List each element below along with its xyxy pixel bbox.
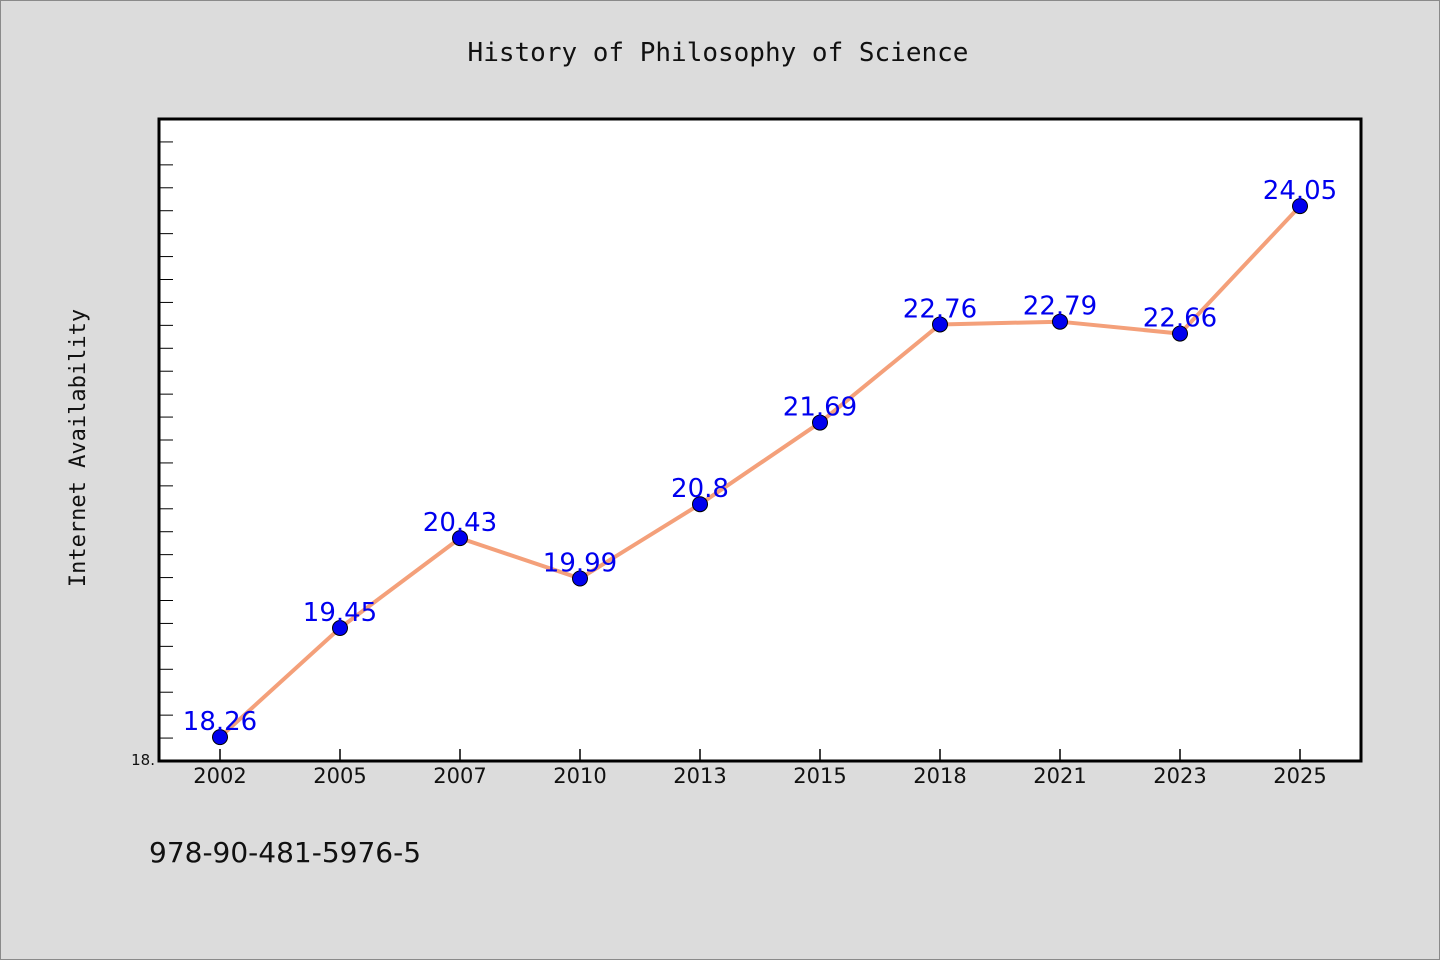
x-tick-label: 2023 — [1153, 764, 1206, 788]
plot-area — [157, 117, 1363, 763]
data-point — [932, 316, 948, 333]
data-point — [692, 496, 708, 513]
x-tick-label: 2010 — [553, 764, 606, 788]
series-polyline — [218, 204, 1302, 739]
data-label: 20.43 — [423, 508, 497, 538]
data-label: 20.8 — [671, 474, 729, 504]
data-point — [1052, 313, 1068, 330]
data-label: 18.26 — [183, 707, 257, 737]
x-tick-label: 2018 — [913, 764, 966, 788]
data-point — [572, 570, 588, 587]
data-label: 22.76 — [903, 294, 977, 324]
data-point — [1292, 198, 1308, 215]
y-tick-label: 18. — [131, 751, 155, 769]
y-axis-ticks — [159, 118, 173, 762]
x-axis-tick-labels: 2002 2005 2007 2010 2013 2015 2018 2021 2023 2025 — [193, 764, 1326, 788]
data-point — [812, 414, 828, 431]
series-markers — [212, 198, 1308, 746]
data-label: 21.69 — [783, 393, 857, 423]
x-tick-label: 2013 — [673, 764, 726, 788]
x-tick-label: 2015 — [793, 764, 846, 788]
x-tick-label: 2007 — [433, 764, 486, 788]
chart-title: History of Philosophy of Science — [468, 38, 969, 68]
data-label: 19.45 — [303, 598, 377, 628]
series-line — [218, 204, 1302, 739]
x-tick-label: 2005 — [313, 764, 366, 788]
y-axis-label: Internet Availability — [66, 309, 91, 587]
x-tick-label: 2002 — [193, 764, 246, 788]
x-tick-label: 2021 — [1033, 764, 1086, 788]
x-axis-ticks — [219, 749, 1301, 761]
data-label: 19.99 — [543, 548, 617, 578]
data-label: 22.66 — [1143, 304, 1217, 334]
data-point — [332, 620, 348, 637]
x-tick-label: 2025 — [1273, 764, 1326, 788]
data-point — [452, 530, 468, 547]
data-point — [212, 729, 228, 746]
isbn-text: 978-90-481-5976-5 — [149, 836, 421, 869]
data-point — [1172, 325, 1188, 342]
data-labels: 18.26 19.45 20.43 19.99 20.8 21.69 22.76 22.79 2… — [183, 176, 1337, 737]
data-label: 24.05 — [1263, 176, 1337, 206]
data-label: 22.79 — [1023, 292, 1097, 322]
